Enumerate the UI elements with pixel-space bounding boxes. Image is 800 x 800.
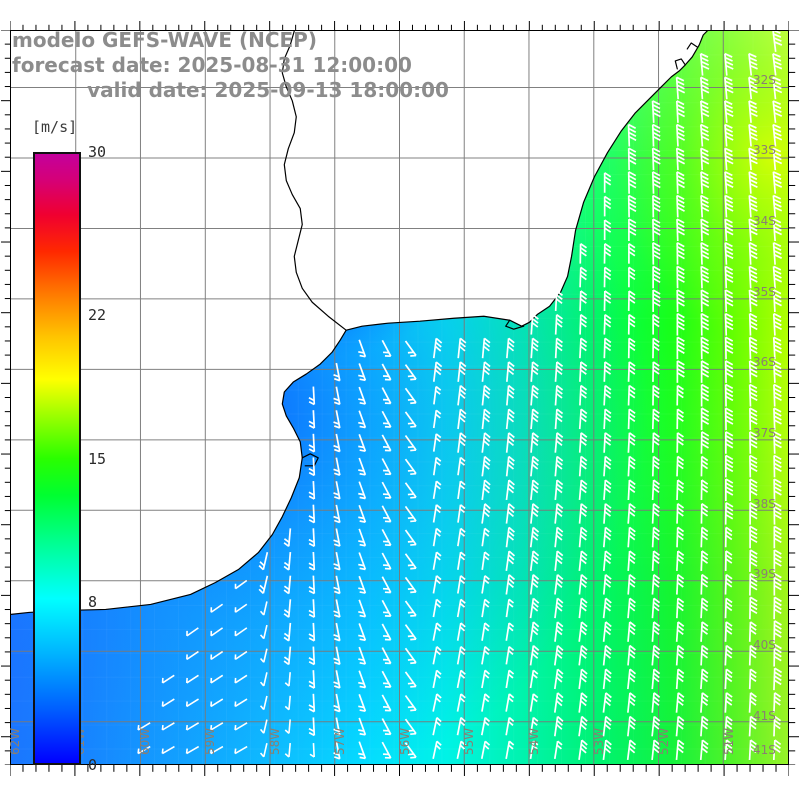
lat-label-41S: 41S <box>753 708 776 723</box>
lat-label-36S: 36S <box>753 355 776 370</box>
lat-label-37S: 37S <box>753 426 776 440</box>
colorbar-tick-0: 0 <box>88 756 98 774</box>
lon-label-55W: 55W <box>462 727 477 755</box>
lat-label-34S: 34S <box>753 213 776 228</box>
lat-label-41S-bottom: 41S <box>753 743 776 757</box>
lat-label-39S: 39S <box>753 567 776 582</box>
lon-label-53W: 53W <box>592 727 607 755</box>
lat-label-33S: 33S <box>753 143 776 158</box>
lon-label-60W: 60W <box>137 727 152 755</box>
map-plot-area[interactable] <box>10 30 789 765</box>
lon-label-54W: 54W <box>527 727 542 755</box>
axis-ticks-right <box>789 30 800 765</box>
lon-label-58W: 58W <box>267 727 282 755</box>
colorbar-tick-22: 22 <box>88 306 107 325</box>
lon-label-59W: 59W <box>202 727 217 755</box>
colorbar-units-label: [m/s] <box>32 118 78 136</box>
axis-ticks-left <box>0 30 11 765</box>
colorbar-tick-8: 8 <box>88 592 98 611</box>
lat-label-38S: 38S <box>753 496 776 511</box>
colorbar-gradient <box>33 152 81 765</box>
lon-label-52W: 52W <box>657 727 672 755</box>
lat-label-40S: 40S <box>753 638 776 653</box>
axis-ticks-top <box>10 20 789 31</box>
colorbar-tick-15: 15 <box>88 449 107 468</box>
lat-label-32S: 32S <box>753 72 776 87</box>
axis-ticks-bottom <box>10 765 789 777</box>
lon-label-57W: 57W <box>332 727 347 755</box>
lon-label-51W: 51W <box>722 727 737 755</box>
lon-label-56W: 56W <box>397 727 412 755</box>
wind-barb-field <box>11 31 788 764</box>
colorbar-tick-30: 30 <box>88 143 107 161</box>
coastline <box>11 31 788 764</box>
lat-label-35S: 35S <box>753 284 776 299</box>
